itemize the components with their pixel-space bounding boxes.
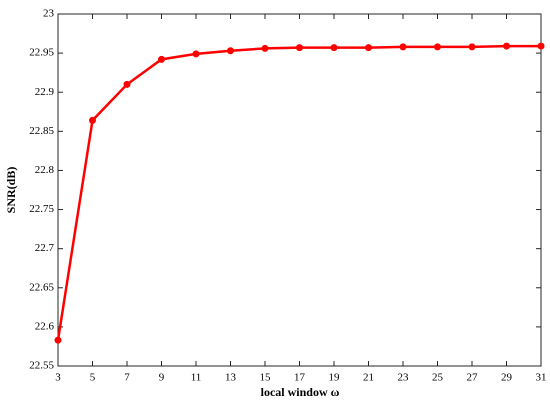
x-tick-label: 27: [467, 372, 479, 384]
data-point: [227, 47, 234, 55]
data-point: [468, 43, 476, 51]
x-tick-label: 9: [159, 372, 165, 384]
data-point: [537, 42, 545, 50]
x-tick-label: 13: [225, 372, 237, 384]
data-point: [123, 80, 131, 88]
x-tick-label: 17: [294, 372, 306, 384]
x-tick-label: 15: [260, 372, 272, 384]
x-tick-label: 19: [329, 372, 341, 384]
data-point: [399, 43, 407, 51]
y-tick-label: 22.8: [35, 164, 55, 176]
data-point: [503, 42, 510, 50]
data-point: [54, 336, 62, 344]
y-axis-label: SNR(dB): [4, 167, 18, 214]
y-tick-label: 22.65: [29, 281, 54, 293]
x-axis-label: local window ω: [261, 385, 340, 399]
data-point: [89, 116, 96, 124]
y-tick-label: 22.75: [29, 203, 54, 215]
y-tick-label: 23: [43, 8, 55, 20]
x-tick-label: 25: [432, 372, 444, 384]
x-tick-label: 7: [124, 372, 130, 384]
data-point: [365, 44, 372, 52]
x-tick-label: 11: [191, 372, 202, 384]
plot-frame: [57, 13, 542, 367]
data-point: [192, 50, 200, 58]
x-tick-label: 3: [55, 372, 61, 384]
x-tick-label: 23: [398, 372, 410, 384]
data-point: [158, 55, 165, 63]
y-tick-label: 22.9: [35, 86, 55, 98]
data-point: [261, 44, 269, 52]
y-tick-label: 22.85: [29, 125, 54, 137]
x-tick-label: 31: [536, 372, 547, 384]
data-point: [330, 44, 338, 52]
y-tick-label: 22.6: [35, 320, 55, 332]
x-tick-label: 21: [363, 372, 374, 384]
y-tick-label: 22.95: [29, 47, 54, 59]
y-tick-label: 22.7: [35, 242, 55, 254]
y-tick-label: 22.55: [29, 360, 54, 372]
data-point: [434, 43, 441, 51]
data-point: [296, 44, 303, 52]
x-tick-label: 5: [90, 372, 96, 384]
x-tick-label: 29: [501, 372, 513, 384]
